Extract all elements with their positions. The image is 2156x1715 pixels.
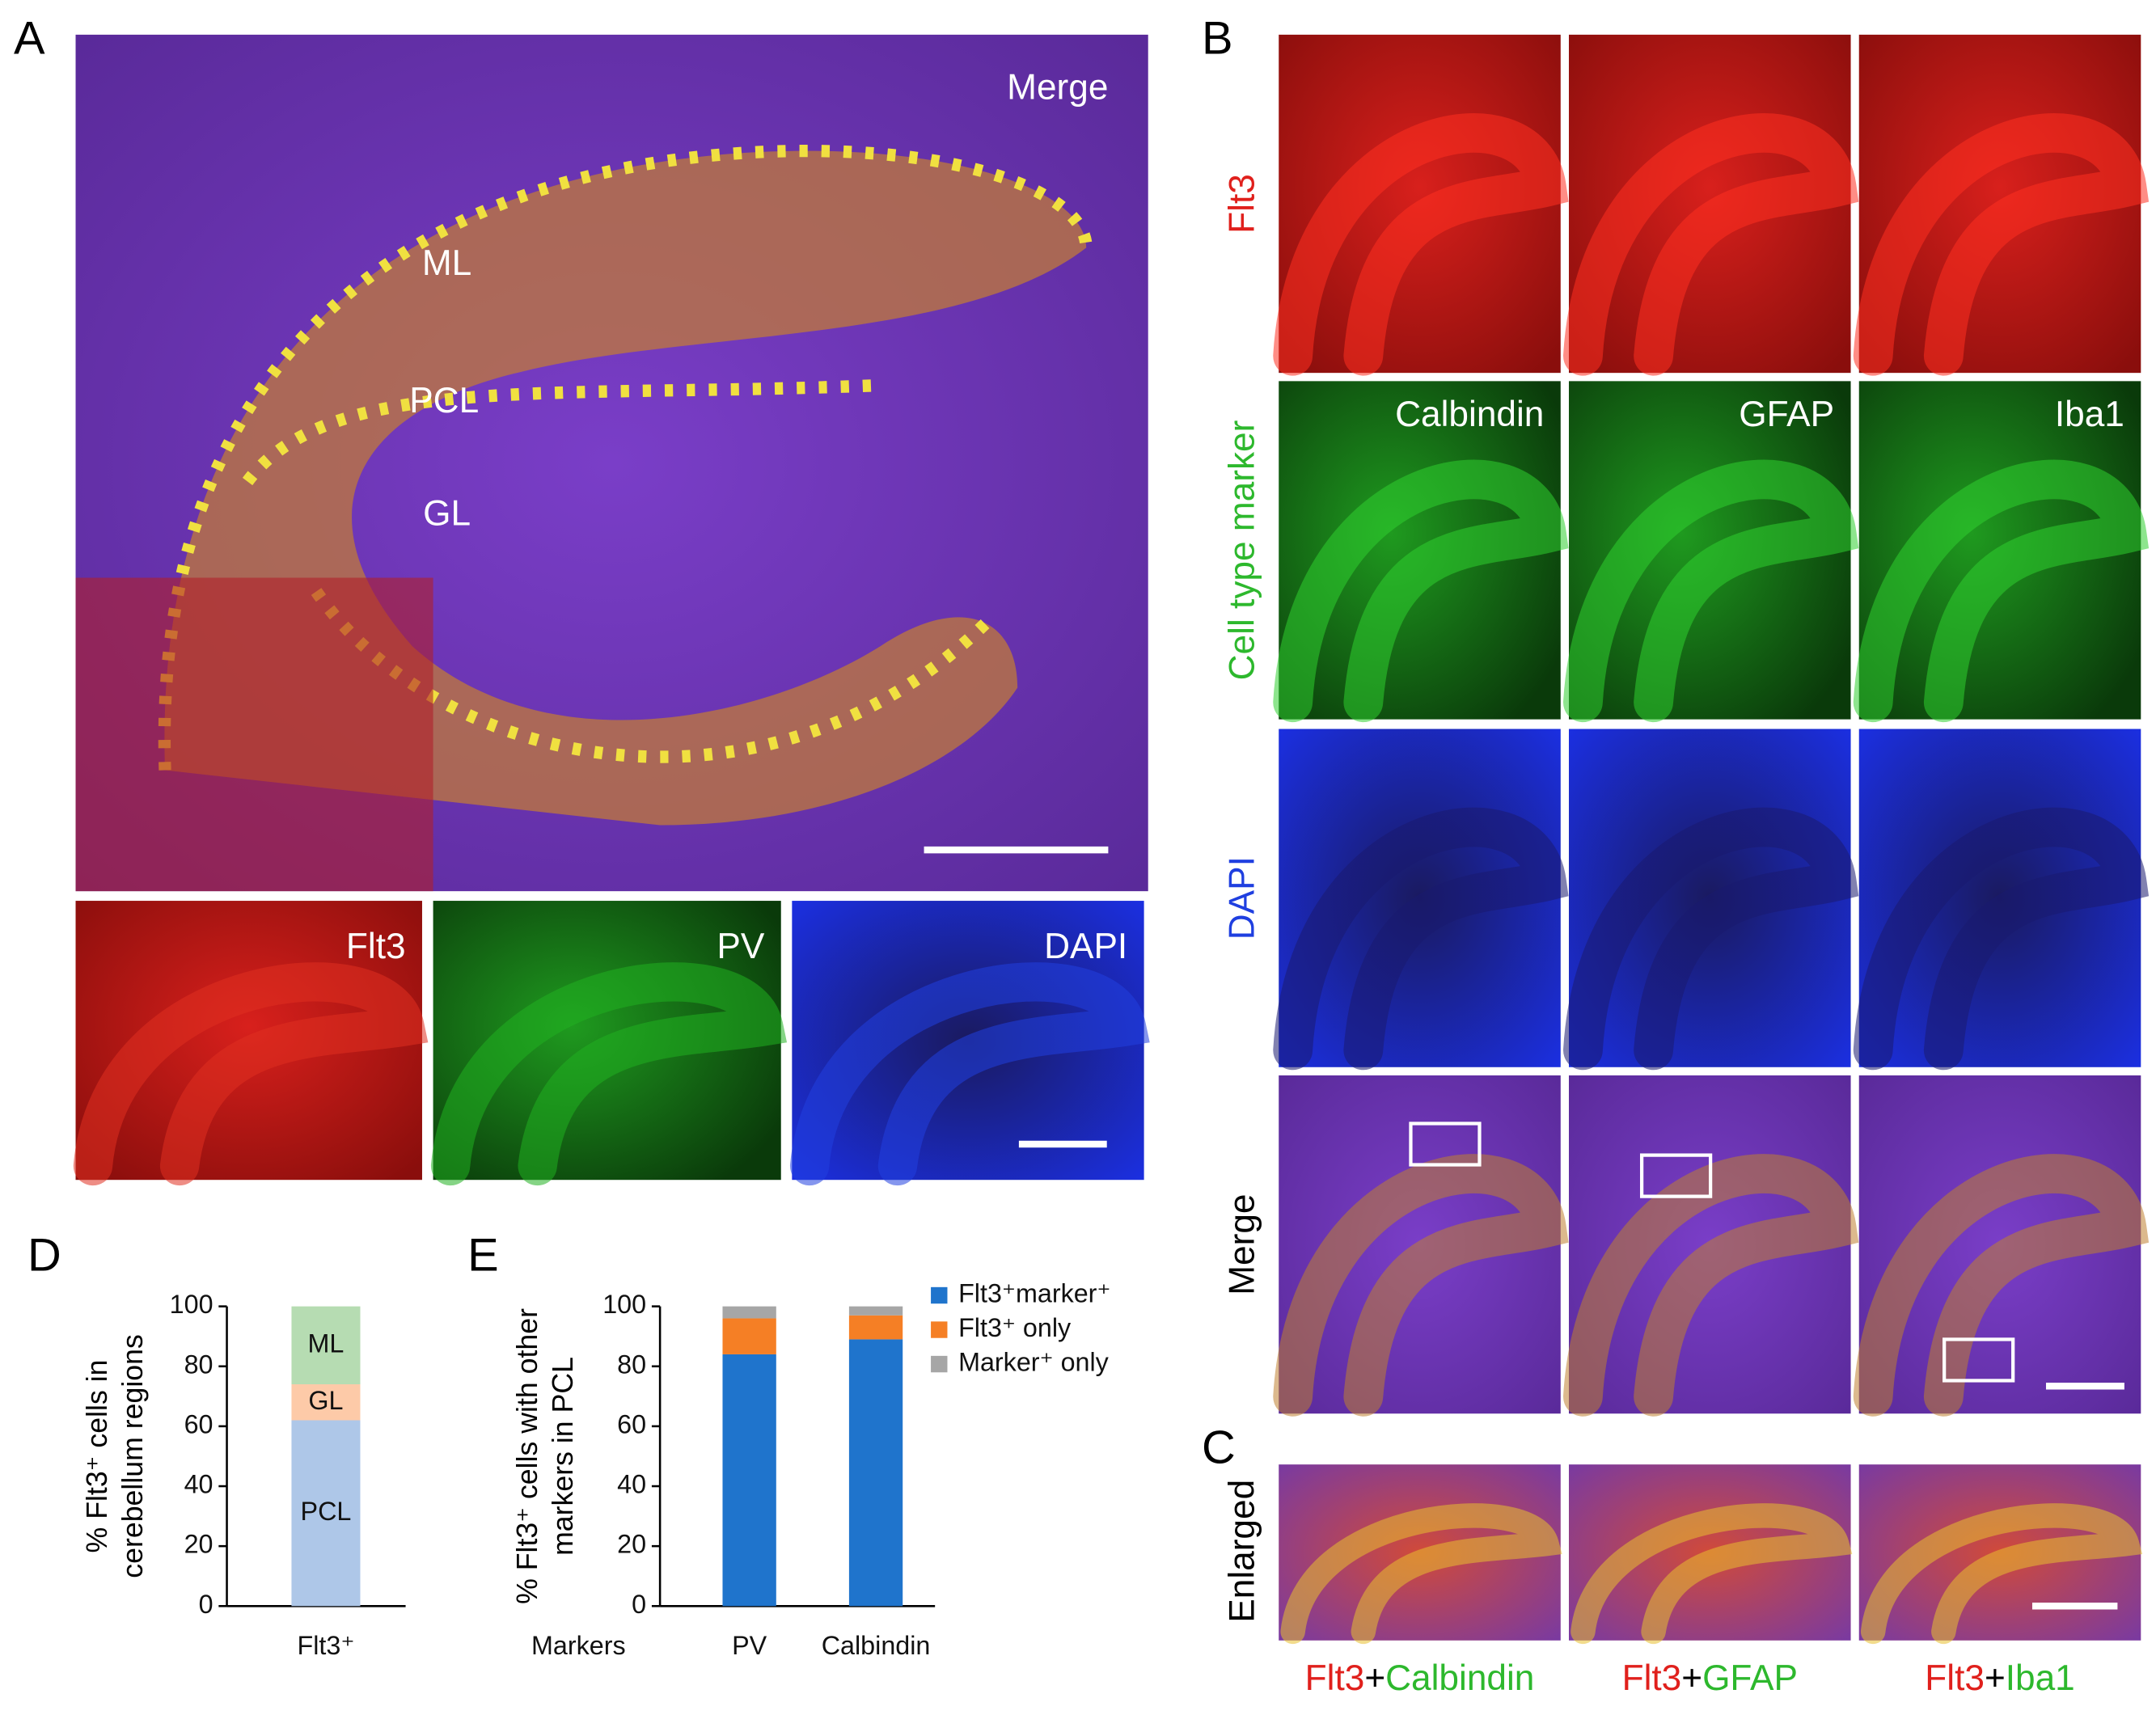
tissue-band bbox=[1273, 113, 1569, 376]
caption-part: + bbox=[1985, 1658, 2006, 1698]
tissue-band bbox=[430, 962, 788, 1186]
tissue-band bbox=[1280, 1503, 1562, 1645]
panel-letter: A bbox=[14, 13, 45, 65]
row-label: Cell type marker bbox=[1222, 420, 1262, 681]
bar-segment bbox=[722, 1318, 776, 1354]
inset-box bbox=[1639, 1153, 1713, 1198]
y-axis-label: % Flt3⁺ cells with other bbox=[511, 1308, 543, 1604]
tissue-band bbox=[1273, 1154, 1569, 1417]
tissue-band bbox=[1570, 1503, 1853, 1645]
layer-label: PCL bbox=[409, 381, 479, 420]
y-tick-label: 40 bbox=[617, 1470, 646, 1499]
tissue-band bbox=[1853, 113, 2150, 376]
y-tick-label: 20 bbox=[184, 1530, 213, 1559]
caption-part: Flt3 bbox=[1925, 1658, 1985, 1698]
row-label: Merge bbox=[1222, 1193, 1262, 1295]
legend-swatch bbox=[931, 1355, 948, 1373]
caption-part: Flt3 bbox=[1622, 1658, 1682, 1698]
tissue-band bbox=[789, 962, 1150, 1186]
marker-label: Iba1 bbox=[2055, 395, 2124, 434]
tissue-band bbox=[73, 962, 429, 1186]
merge-label: Merge bbox=[1007, 68, 1108, 108]
legend-label: Flt3⁺marker⁺ bbox=[958, 1279, 1110, 1308]
bar-segment bbox=[848, 1315, 903, 1340]
y-axis-label: markers in PCL bbox=[547, 1357, 579, 1556]
marker-label: Calbindin bbox=[1395, 395, 1544, 434]
tissue-band bbox=[1853, 1154, 2150, 1417]
bar-segment bbox=[848, 1339, 903, 1607]
bar-segment bbox=[848, 1306, 903, 1316]
channel-label: Flt3 bbox=[346, 927, 406, 966]
x-axis-label: Markers bbox=[531, 1631, 626, 1660]
y-tick-label: 60 bbox=[617, 1409, 646, 1438]
y-tick-label: 100 bbox=[170, 1290, 213, 1319]
caption-part: + bbox=[1364, 1658, 1385, 1698]
row-label: Enlarged bbox=[1222, 1480, 1262, 1623]
panel-letter: E bbox=[467, 1229, 499, 1281]
y-tick-label: 0 bbox=[632, 1590, 646, 1619]
panel-letter: B bbox=[1202, 13, 1233, 65]
channel-label: PV bbox=[717, 927, 764, 966]
y-axis-label: cerebellum regions bbox=[116, 1334, 149, 1578]
purkinje-layer bbox=[158, 145, 1093, 771]
x-tick-label: PV bbox=[732, 1631, 767, 1660]
bar-segment bbox=[291, 1306, 361, 1385]
caption: Flt3+GFAP bbox=[1622, 1658, 1798, 1698]
caption-part: Calbindin bbox=[1385, 1658, 1534, 1698]
row-label: DAPI bbox=[1222, 856, 1262, 940]
y-tick-label: 80 bbox=[184, 1350, 213, 1379]
legend-label: Marker⁺ only bbox=[958, 1348, 1110, 1377]
caption: Flt3+Calbindin bbox=[1305, 1658, 1535, 1698]
y-tick-label: 20 bbox=[617, 1530, 646, 1559]
bar-segment bbox=[291, 1384, 361, 1421]
tissue-band bbox=[1563, 113, 1859, 376]
tissue-band bbox=[1853, 459, 2150, 723]
y-tick-label: 0 bbox=[199, 1590, 213, 1619]
segment-label: PCL bbox=[301, 1497, 352, 1526]
y-tick-label: 80 bbox=[617, 1350, 646, 1379]
y-tick-label: 100 bbox=[602, 1290, 646, 1319]
legend-label: Flt3⁺ only bbox=[958, 1313, 1072, 1342]
segment-label: GL bbox=[308, 1386, 343, 1415]
legend-swatch bbox=[931, 1286, 948, 1304]
layer-label: ML bbox=[422, 243, 471, 283]
marker-label: GFAP bbox=[1739, 395, 1834, 434]
tissue-band bbox=[1563, 459, 1859, 723]
tissue-band bbox=[1860, 1503, 2143, 1645]
purkinje-layer bbox=[242, 378, 995, 763]
y-tick-label: 40 bbox=[184, 1470, 213, 1499]
inset-box bbox=[1409, 1122, 1482, 1167]
caption-part: Flt3 bbox=[1305, 1658, 1365, 1698]
red-region bbox=[75, 577, 433, 892]
caption-part: GFAP bbox=[1702, 1658, 1798, 1698]
panel-letter: C bbox=[1202, 1421, 1236, 1473]
tissue-band bbox=[1273, 459, 1569, 723]
y-tick-label: 60 bbox=[184, 1409, 213, 1438]
legend-swatch bbox=[931, 1321, 948, 1338]
tissue-band bbox=[1853, 807, 2150, 1071]
tissue-band bbox=[1273, 807, 1569, 1071]
caption: Flt3+Iba1 bbox=[1925, 1658, 2075, 1698]
y-axis-label: % Flt3⁺ cells in bbox=[81, 1359, 113, 1552]
channel-label: DAPI bbox=[1044, 927, 1127, 966]
caption-part: + bbox=[1681, 1658, 1702, 1698]
tissue-band bbox=[1563, 807, 1859, 1071]
inset-box bbox=[1943, 1337, 2015, 1383]
bar-segment bbox=[291, 1420, 361, 1607]
bar-segment bbox=[722, 1354, 776, 1607]
panel-letter: D bbox=[27, 1229, 61, 1281]
x-tick-label: Flt3⁺ bbox=[298, 1631, 355, 1660]
segment-label: ML bbox=[308, 1328, 345, 1358]
bar-segment bbox=[722, 1306, 776, 1319]
tissue-band bbox=[1563, 1154, 1859, 1417]
x-tick-label: Calbindin bbox=[822, 1631, 931, 1660]
caption-part: Iba1 bbox=[2006, 1658, 2075, 1698]
row-label: Flt3 bbox=[1222, 174, 1262, 234]
layer-label: GL bbox=[423, 494, 471, 534]
